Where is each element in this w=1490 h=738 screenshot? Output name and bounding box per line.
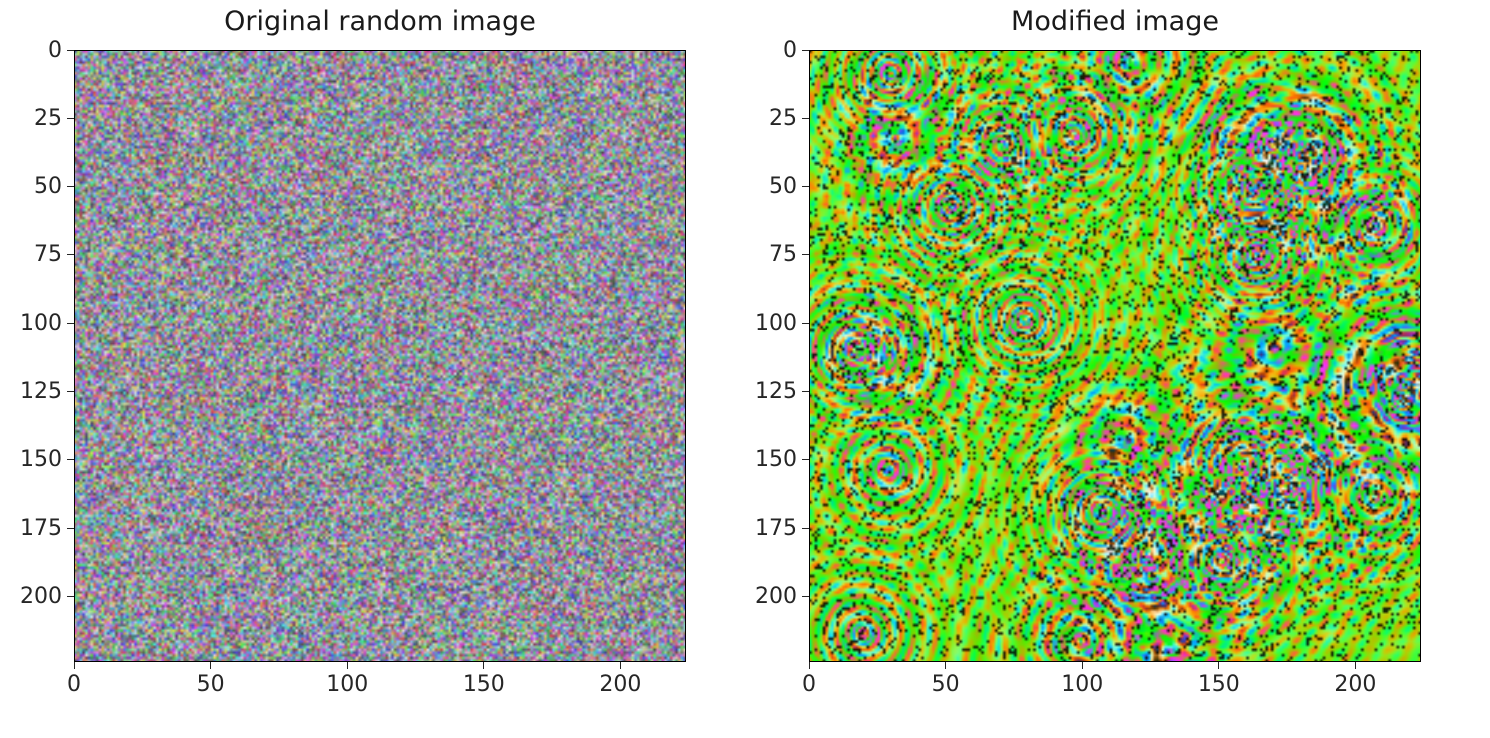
y-tick-label: 125 bbox=[20, 379, 62, 405]
x-tick-mark bbox=[808, 662, 810, 669]
x-tick-label: 0 bbox=[802, 672, 816, 697]
y-tick-label: 0 bbox=[783, 37, 797, 63]
y-tick-mark bbox=[802, 186, 809, 188]
y-tick-mark bbox=[802, 595, 809, 597]
axes-frame bbox=[74, 50, 686, 662]
x-tick-label: 200 bbox=[1334, 672, 1377, 697]
y-tick-label: 100 bbox=[20, 310, 62, 336]
y-tick-mark bbox=[802, 117, 809, 119]
y-tick-label: 200 bbox=[20, 583, 62, 609]
y-tick-label: 25 bbox=[34, 105, 62, 131]
y-tick-label: 175 bbox=[755, 515, 797, 541]
x-tick-label: 100 bbox=[1061, 672, 1104, 697]
right-subplot: Modified image 0 50 100 150 200 0 25 50 75 100 125… bbox=[735, 0, 1475, 738]
image-pixels bbox=[74, 50, 686, 662]
x-tick-label: 0 bbox=[67, 672, 81, 697]
axes-frame bbox=[809, 50, 1421, 662]
x-tick-mark bbox=[1081, 662, 1083, 669]
y-tick-label: 0 bbox=[48, 37, 62, 63]
y-tick-label: 200 bbox=[755, 583, 797, 609]
y-tick-mark bbox=[802, 49, 809, 51]
y-tick-mark bbox=[67, 527, 74, 529]
image-pixels bbox=[809, 50, 1421, 662]
chart-title: Modified image bbox=[1011, 6, 1219, 37]
x-tick-mark bbox=[346, 662, 348, 669]
y-tick-label: 150 bbox=[755, 447, 797, 473]
y-tick-label: 125 bbox=[755, 379, 797, 405]
y-tick-mark bbox=[802, 391, 809, 393]
x-tick-label: 200 bbox=[599, 672, 642, 697]
y-tick-mark bbox=[802, 254, 809, 256]
y-tick-mark bbox=[802, 527, 809, 529]
y-tick-mark bbox=[67, 254, 74, 256]
y-tick-mark bbox=[67, 49, 74, 51]
y-tick-label: 75 bbox=[769, 242, 797, 268]
x-tick-label: 150 bbox=[462, 672, 505, 697]
x-tick-mark bbox=[483, 662, 485, 669]
y-tick-label: 75 bbox=[34, 242, 62, 268]
y-tick-mark bbox=[67, 459, 74, 461]
y-tick-mark bbox=[802, 322, 809, 324]
x-tick-mark bbox=[210, 662, 212, 669]
x-tick-mark bbox=[619, 662, 621, 669]
x-tick-label: 50 bbox=[931, 672, 960, 697]
x-tick-mark bbox=[1218, 662, 1220, 669]
y-tick-label: 50 bbox=[769, 174, 797, 200]
y-tick-label: 50 bbox=[34, 174, 62, 200]
x-tick-mark bbox=[945, 662, 947, 669]
chart-title: Original random image bbox=[224, 6, 536, 37]
x-tick-label: 50 bbox=[196, 672, 225, 697]
x-tick-label: 100 bbox=[326, 672, 369, 697]
y-tick-mark bbox=[67, 117, 74, 119]
x-tick-mark bbox=[73, 662, 75, 669]
x-tick-label: 150 bbox=[1197, 672, 1240, 697]
y-tick-label: 25 bbox=[769, 105, 797, 131]
left-subplot: Original random image 0 50 100 150 200 0 25 50 7… bbox=[0, 0, 740, 738]
y-tick-label: 100 bbox=[755, 310, 797, 336]
y-tick-label: 150 bbox=[20, 447, 62, 473]
y-tick-label: 175 bbox=[20, 515, 62, 541]
y-tick-mark bbox=[67, 186, 74, 188]
y-tick-mark bbox=[802, 459, 809, 461]
y-tick-mark bbox=[67, 322, 74, 324]
y-tick-mark bbox=[67, 391, 74, 393]
y-tick-mark bbox=[67, 595, 74, 597]
x-tick-mark bbox=[1354, 662, 1356, 669]
